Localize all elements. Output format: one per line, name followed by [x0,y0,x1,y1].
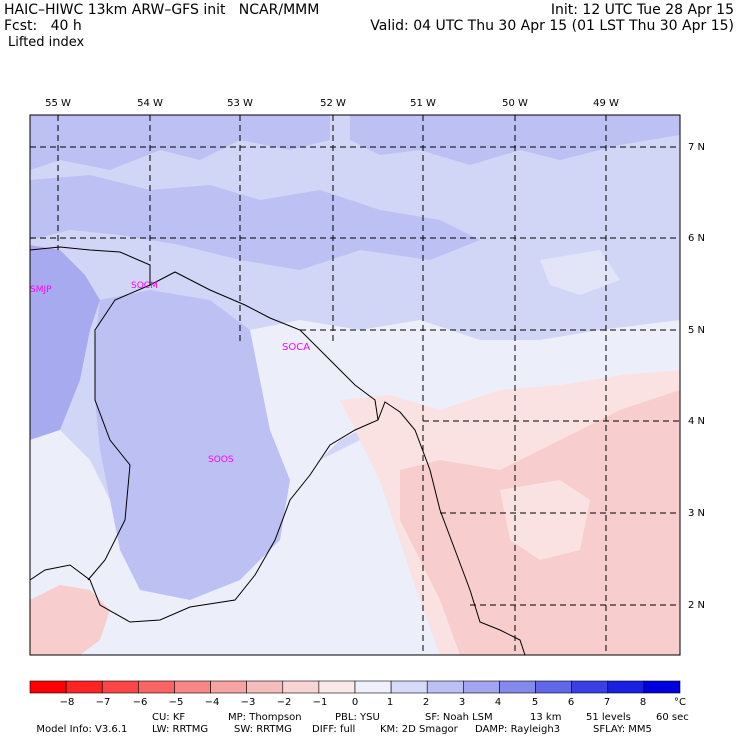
footer-damp: DAMP: Rayleigh3 [475,724,561,735]
station-label-socm: SOCM [131,281,158,291]
footer-model-version: Model Info: V3.6.1 [36,724,128,735]
lon-labels: 55 W 54 W 53 W 52 W 51 W 50 W 49 W [45,98,619,109]
lon-label: 53 W [227,98,253,109]
footer-sf: SF: Noah LSM [425,712,493,723]
colorbar-label: 7 [604,697,610,708]
colorbar-label: −7 [96,697,111,708]
field-blue-north [30,115,330,170]
colorbar-label: −4 [205,697,220,708]
colorbar-label: −5 [169,697,184,708]
lon-label: 51 W [410,98,436,109]
lat-label: 6 N [688,233,705,244]
model-title: HAIC–HIWC 13km ARW–GFS init NCAR/MMM [4,2,320,18]
colorbar-label: −2 [277,697,292,708]
colorbar-label: 6 [568,697,574,708]
map-frame [29,114,681,656]
footer-diff: DIFF: full [312,724,356,735]
footer-cu: CU: KF [152,712,186,723]
colorbar-swatch [463,680,500,694]
lat-label: 2 N [688,600,705,611]
colorbar-label: 0 [352,697,358,708]
colorbar-swatch [29,680,67,694]
valid-time: Valid: 04 UTC Thu 30 Apr 15 (01 LST Thu … [370,18,734,34]
colorbar-label: 2 [423,697,429,708]
border-frenchguiana-brazil [377,401,526,655]
colorbar-unit: °C [674,697,686,708]
lat-labels: 7 N 6 N 5 N 4 N 3 N 2 N [688,142,705,611]
field-blue-band [30,175,480,270]
lat-label: 5 N [688,325,705,336]
lon-label: 55 W [45,98,71,109]
field-pocket-blue [390,270,470,300]
footer-sflay: SFLAY: MM5 [593,724,652,735]
field-near-white-coast [250,320,680,480]
colorbar-label: 3 [459,697,465,708]
station-label-smjp: SMJP [30,285,52,295]
colorbar-swatch [607,680,645,694]
footer-levels: 51 levels [586,712,631,723]
colorbar-label: 8 [640,697,646,708]
colorbar-swatch [535,680,572,694]
colorbar-swatch [571,680,609,694]
footer-pbl: PBL: YSU [335,712,380,723]
colorbar-swatch [101,680,139,694]
colorbar-label: 1 [387,697,393,708]
field-blue-land [95,290,290,600]
colorbar-label: −1 [313,697,328,708]
colorbar-labels: −8 −7 −6 −5 −4 −3 −2 −1 0 1 2 3 4 5 6 7 … [60,697,686,708]
colorbar-swatch [390,680,428,694]
lon-label: 50 W [502,98,528,109]
colorbar-label: −8 [60,697,75,708]
footer-res: 13 km [530,712,562,723]
lat-label: 4 N [688,416,705,427]
footer-timestep: 60 sec [656,712,689,723]
station-labels: SMJP SOCM SOCA SOOS [30,281,310,465]
lat-label: 3 N [688,508,705,519]
footer-sw: SW: RRTMG [234,724,292,735]
field-name: Lifted index [8,35,85,50]
field-pink-southwest [30,585,110,655]
colorbar-swatch [282,680,320,694]
border-suriname-frenchguiana [87,284,151,581]
colorbar-swatch [318,680,356,694]
field-light-pocket [500,480,590,560]
colorbar-swatch [174,680,211,694]
colorbar-swatch [210,680,247,694]
colorbar-swatch [643,680,681,694]
field-pocket-light [540,250,620,295]
field-near-white-south [30,430,440,655]
lat-lon-grid [30,115,680,655]
colorbar-label: −6 [133,697,148,708]
station-label-soos: SOOS [208,455,234,465]
footer-model-info: Model Info: V3.6.1 [30,712,127,736]
lat-label: 7 N [688,142,705,153]
colorbar [29,680,681,694]
colorbar-swatch [246,680,284,694]
colorbar-swatch [354,680,392,694]
colorbar-label: 4 [495,697,501,708]
forecast-hour: Fcst: 40 h [4,18,82,34]
coastline-guianas [30,246,379,623]
colorbar-label: 5 [532,697,538,708]
lon-label: 49 W [593,98,619,109]
lon-label: 54 W [137,98,163,109]
colorbar-swatch [138,680,175,694]
init-time: Init: 12 UTC Tue 28 Apr 15 [550,2,734,18]
colorbar-label: −3 [241,697,256,708]
footer-mp: MP: Thompson [228,712,302,723]
colorbar-swatch [499,680,536,694]
coastlines-borders [30,246,526,655]
station-label-soca: SOCA [282,342,310,353]
lon-label: 52 W [320,98,346,109]
field-strong-blue-west [30,245,100,440]
footer-km: KM: 2D Smagor [380,724,458,735]
colorbar-swatch [426,680,464,694]
footer-lw: LW: RRTMG [152,724,209,735]
colorbar-swatch [65,680,103,694]
